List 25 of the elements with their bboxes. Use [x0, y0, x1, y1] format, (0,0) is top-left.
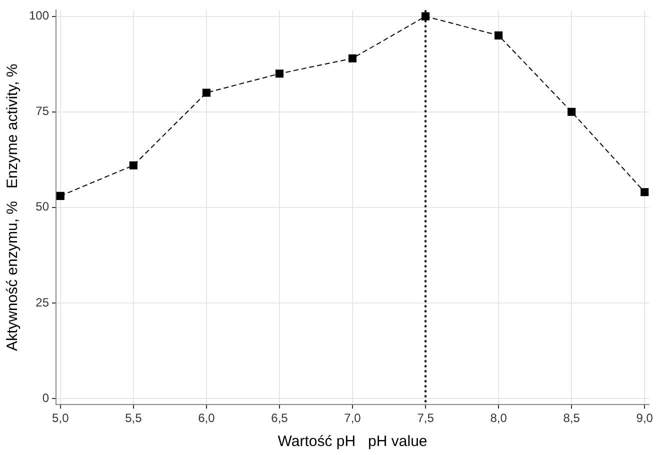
x-tick-label: 7,5 — [417, 411, 434, 426]
y-tick-label: 0 — [42, 390, 50, 405]
point — [348, 54, 357, 62]
y-axis-title: Aktywność enzymu, % Enzyme activity, % — [4, 64, 22, 352]
x-tick-label: 6,0 — [198, 411, 216, 426]
x-tick-label: 6,5 — [271, 411, 288, 426]
point — [568, 108, 576, 116]
y-tick-label: 100 — [28, 8, 50, 23]
point — [640, 188, 649, 196]
x-tick-label: 8,5 — [563, 411, 580, 426]
point — [56, 192, 64, 200]
point — [202, 88, 210, 97]
x-tick-label: 8,0 — [490, 411, 508, 426]
y-tick-label: 75 — [36, 104, 50, 118]
y-tick-label: 25 — [36, 295, 50, 310]
point — [275, 70, 284, 78]
point — [494, 31, 503, 40]
x-tick-label: 7,0 — [344, 411, 362, 426]
point — [422, 12, 430, 20]
x-axis-title: Wartość pH pH value — [278, 433, 428, 450]
x-tick-label: 5,5 — [125, 411, 142, 426]
point — [129, 161, 138, 170]
x-tick-label: 5,0 — [52, 411, 70, 426]
y-tick-label: 50 — [36, 200, 50, 214]
x-tick-label: 9,0 — [636, 411, 654, 426]
